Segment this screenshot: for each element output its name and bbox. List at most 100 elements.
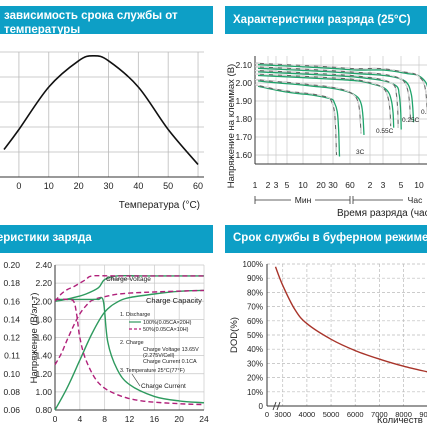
charge-series-line xyxy=(54,274,204,302)
charge-y-tick-left: 0.16 xyxy=(3,296,20,306)
discharge-x-tick: 2 xyxy=(368,180,373,190)
charge-y-tick-left: 0.20 xyxy=(3,260,20,270)
discharge-ylabel: Напряжение на клеммах (В) xyxy=(226,64,237,188)
float-life-axis-break xyxy=(272,401,281,411)
discharge-x-tick: 20 xyxy=(316,180,326,190)
float-life-y-tick: 80% xyxy=(247,288,263,297)
float-life-x-tick: 7000 xyxy=(371,410,388,419)
float-life-y-tick: 0 xyxy=(259,402,264,411)
charge-x-tick: 20 xyxy=(174,414,184,424)
discharge-min-label-bg xyxy=(291,194,315,206)
temp-life-xlabel: Температура (°C) xyxy=(119,200,200,211)
charge-legend-item: 100%(0.05CA×20H) xyxy=(143,320,192,326)
discharge-x-tick: 60 xyxy=(345,180,355,190)
discharge-series-dash xyxy=(254,78,362,134)
charge-current-label: Charge Current xyxy=(141,383,186,390)
discharge-series-line xyxy=(254,84,338,156)
discharge-x-tick: 5 xyxy=(285,180,290,190)
discharge-x-tick: 3 xyxy=(381,180,386,190)
charge-chart: 2.40 2.20 2.00 1.80 1.60 1.40 1.20 1.00 0.80 0.20… xyxy=(3,260,209,424)
discharge-header: Характеристики разряда (25°C) xyxy=(225,6,427,34)
discharge-marks: 2.102.001.901.801.701.601 2 3 5 10 20 30 60 2 3 5 1… xyxy=(235,56,427,206)
discharge-y-tick: 1.70 xyxy=(235,132,252,142)
charge-series-line xyxy=(54,289,205,366)
charge-legend-item: Charge Voltage 13.65V xyxy=(143,347,199,353)
float-life-x-tick: 6000 xyxy=(347,410,364,419)
discharge-chart: 2.102.001.901.801.701.601 2 3 5 10 20 30 60 2 3 5 1… xyxy=(226,56,427,219)
float-life-chart: 100% 90% 80% 70% 60% 50% 40% 30% 20% 10% 00 3000 400… xyxy=(229,260,427,425)
discharge-curve-label: 3C xyxy=(356,149,365,156)
charge-x-tick: 16 xyxy=(150,414,160,424)
discharge-x-tick: 1 xyxy=(253,180,258,190)
discharge-x-tick: 5 xyxy=(399,180,404,190)
discharge-range-hr: Час xyxy=(408,195,423,205)
charge-y-tick-right: 2.20 xyxy=(35,278,52,288)
float-life-y-tick: 10% xyxy=(247,388,263,397)
float-life-x-tick: 5000 xyxy=(323,410,340,419)
charge-grid xyxy=(54,264,205,411)
charge-legend-item: 2. Charge xyxy=(120,340,144,346)
charge-y-tick-left: 0.18 xyxy=(3,278,20,288)
charge-y-tick-right: 1.00 xyxy=(35,387,52,397)
float-life-x-tick: 4000 xyxy=(299,410,316,419)
float-life-marks: 100% 90% 80% 70% 60% 50% 40% 30% 20% 10% 00 3000 400… xyxy=(243,260,427,419)
temp-life-x-tick: 40 xyxy=(133,181,143,191)
charge-y-tick-left: 0.06 xyxy=(3,405,20,415)
temp-life-x-tick: 10 xyxy=(44,181,54,191)
temp-life-series-line xyxy=(3,54,199,166)
float-life-y-tick: 60% xyxy=(247,317,263,326)
discharge-series-line xyxy=(257,85,341,157)
charge-y-tick-left: 0.14 xyxy=(3,314,20,324)
charge-voltage-label: Charge Voltage xyxy=(106,276,151,283)
discharge-curve-label: 0.17C xyxy=(421,109,427,116)
float-life-x-tick: 0 xyxy=(265,410,269,419)
charge-y-tick-right: 1.80 xyxy=(35,314,52,324)
discharge-series-dash xyxy=(254,84,337,156)
charge-header: Характеристики заряда xyxy=(0,225,213,253)
charge-y-tick-left: 0.12 xyxy=(3,333,20,343)
charge-ylabel: Напряжение (В/эл-т) xyxy=(29,293,40,384)
discharge-curve-label: 0.55C xyxy=(376,128,394,135)
charge-legend-item: 50%(0.05CA×10H) xyxy=(143,327,189,333)
charge-x-tick: 24 xyxy=(199,414,209,424)
discharge-series-line xyxy=(257,67,415,123)
discharge-series-line xyxy=(257,80,365,135)
float-life-title: Срок службы в буферном режиме (2 xyxy=(233,232,427,244)
float-life-y-tick: 100% xyxy=(243,260,263,269)
charge-legend-item: 3. Temperature 25°C(77°F) xyxy=(120,368,185,374)
float-life-series-line xyxy=(274,266,427,373)
temp-life-header: зависимость срока службы от температуры xyxy=(0,6,213,34)
discharge-xlabel: Время разряда (час) xyxy=(337,208,427,219)
float-life-y-tick: 40% xyxy=(247,345,263,354)
charge-y-tick-right: 2.00 xyxy=(35,296,52,306)
discharge-series-dash xyxy=(254,62,427,114)
charge-legend-item: Charge Current 0.1CA xyxy=(143,359,197,365)
discharge-x-tick: 3 xyxy=(274,180,279,190)
float-life-grid xyxy=(267,263,427,407)
discharge-x-tick: 10 xyxy=(414,180,424,190)
charge-x-tick: 12 xyxy=(125,414,135,424)
discharge-y-tick: 2.10 xyxy=(235,60,252,70)
float-life-ylabel: DOD(%) xyxy=(229,317,240,353)
temp-life-title-line2: температуры xyxy=(4,24,81,34)
discharge-x-tick: 2 xyxy=(266,180,271,190)
charge-legend-item: (2.275V/Cell) xyxy=(143,353,175,359)
discharge-range-min: Мин xyxy=(295,195,312,205)
charge-y-tick-right: 1.40 xyxy=(35,351,52,361)
discharge-series-line xyxy=(254,78,362,134)
charge-marks: 2.40 2.20 2.00 1.80 1.60 1.40 1.20 1.00 0.80 0.20… xyxy=(3,260,209,424)
charge-y-tick-left: 0.08 xyxy=(3,387,20,397)
temp-life-x-tick: 20 xyxy=(74,181,84,191)
discharge-y-tick: 1.80 xyxy=(235,114,252,124)
charge-capacity-label: Charge Capacity xyxy=(146,296,202,305)
discharge-y-tick: 1.60 xyxy=(235,150,252,160)
charge-legend-item: 1. Discharge xyxy=(120,312,150,318)
float-life-xlabel: Количеств xyxy=(377,415,423,425)
charge-y-tick-left: 0.11 xyxy=(4,351,20,361)
charge-y-tick-right: 1.60 xyxy=(35,333,52,343)
charge-y-tick-right: 1.20 xyxy=(35,369,52,379)
temp-life-x-tick: 50 xyxy=(163,181,173,191)
charge-x-tick: 4 xyxy=(77,414,82,424)
temp-life-x-tick: 60 xyxy=(193,181,203,191)
float-life-x-tick: 8000 xyxy=(395,410,412,419)
